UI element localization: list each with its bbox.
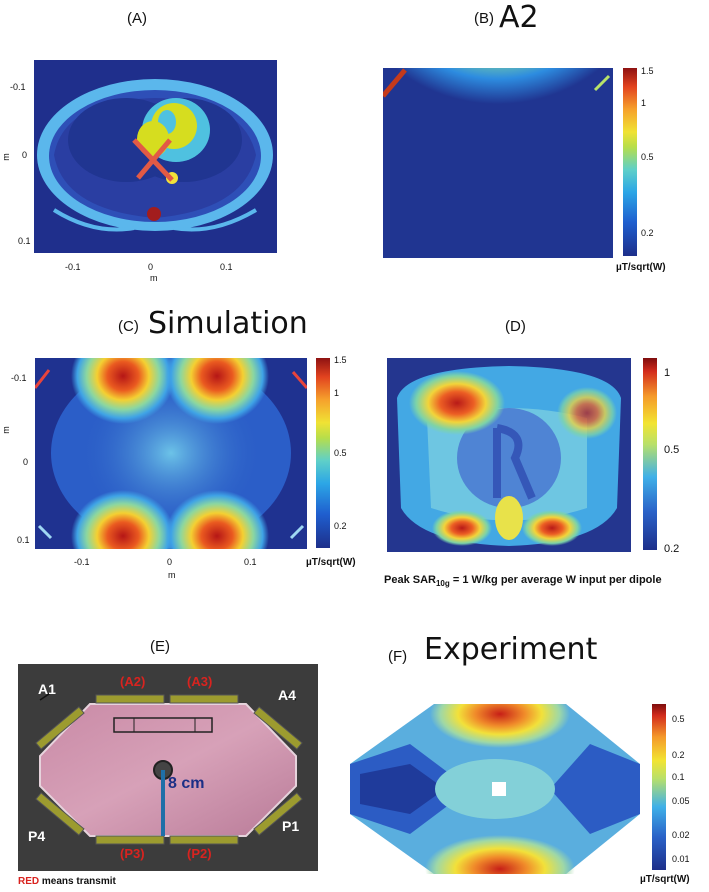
distance-label: 8 cm xyxy=(168,775,205,792)
panel-c-xtick-2: 0 xyxy=(167,557,173,567)
panel-b-unit: µT/sqrt(W) xyxy=(616,262,666,273)
panel-c-colorbar xyxy=(316,358,330,548)
panel-c-ytick-3: 0.1 xyxy=(17,535,30,545)
panel-d-cbar-tick-3: 0.2 xyxy=(664,543,680,555)
panel-c-cbar-tick-1: 1.5 xyxy=(334,355,347,365)
panel-c-xtick-3: 0.1 xyxy=(244,557,257,567)
panel-b-cbar-tick-1: 1.5 xyxy=(641,66,654,76)
panel-f-cbar-tick-5: 0.02 xyxy=(672,830,690,840)
panel-c-title: Simulation xyxy=(148,306,308,341)
panel-a-ylabel: m xyxy=(0,153,11,161)
panel-d-caption: Peak SAR10g = 1 W/kg per average W input… xyxy=(384,574,662,588)
port-p1: P1 xyxy=(282,818,300,834)
port-p2: (P2) xyxy=(187,846,212,861)
panel-b-cbar-tick-2: 1 xyxy=(641,98,647,108)
panel-c-image xyxy=(33,328,309,582)
panel-f-cbar-tick-4: 0.05 xyxy=(672,796,690,806)
panel-c-cbar-tick-4: 0.2 xyxy=(334,521,347,531)
panel-f-cbar-tick-2: 0.2 xyxy=(672,750,685,760)
transmit-legend: RED means transmit xyxy=(18,876,116,887)
panel-c-ylabel: m xyxy=(0,426,11,434)
panel-a-ytick-3: 0.1 xyxy=(18,236,31,246)
panel-f-cbar-tick-1: 0.5 xyxy=(672,714,685,724)
panel-e-image xyxy=(18,664,318,871)
panel-d-colorbar xyxy=(643,358,657,550)
port-a1: A1 xyxy=(38,681,56,697)
port-a4: A4 xyxy=(278,687,296,703)
panel-c-xtick-1: -0.1 xyxy=(74,557,90,567)
panel-c-unit: µT/sqrt(W) xyxy=(306,557,356,568)
panel-f-cbar-tick-6: 0.01 xyxy=(672,854,690,864)
panel-d-cbar-tick-2: 0.5 xyxy=(664,444,680,456)
panel-b-colorbar xyxy=(623,68,637,256)
transmit-legend-red: RED xyxy=(18,876,40,887)
panel-c-ytick-1: -0.1 xyxy=(11,373,27,383)
panel-f-title: Experiment xyxy=(424,632,598,667)
panel-d-label: (D) xyxy=(505,318,526,335)
panel-d-image xyxy=(387,358,631,552)
panel-c-cbar-tick-3: 0.5 xyxy=(334,448,347,458)
panel-a-xtick-1: -0.1 xyxy=(65,262,81,272)
panel-a-label: (A) xyxy=(127,10,147,27)
panel-b-cbar-tick-4: 0.2 xyxy=(641,228,654,238)
panel-a-ytick-1: -0.1 xyxy=(10,82,26,92)
panel-a-ytick-2: 0 xyxy=(22,150,28,160)
panel-f-unit: µT/sqrt(W) xyxy=(640,874,690,885)
panel-f-colorbar xyxy=(652,704,666,870)
panel-f-label: (F) xyxy=(388,648,408,665)
panel-e-label: (E) xyxy=(150,638,170,655)
panel-f-cbar-tick-3: 0.1 xyxy=(672,772,685,782)
panel-c-cbar-tick-2: 1 xyxy=(334,388,340,398)
panel-b-cbar-tick-3: 0.5 xyxy=(641,152,654,162)
panel-d-caption-sub: 10g xyxy=(435,579,450,589)
panel-b-image xyxy=(381,0,613,258)
panel-c-xlabel: m xyxy=(168,570,176,580)
panel-a-xtick-2: 0 xyxy=(148,262,154,272)
port-p3: (P3) xyxy=(120,846,145,861)
panel-d-caption-pre: Peak SAR xyxy=(384,574,436,586)
panel-c-label: (C) xyxy=(118,318,139,335)
panel-d-caption-post: = 1 W/kg per average W input per dipole xyxy=(449,574,662,586)
panel-a-image xyxy=(34,60,277,253)
port-a2: (A2) xyxy=(120,674,146,689)
panel-b-label: (B) xyxy=(474,10,494,27)
transmit-legend-rest: means transmit xyxy=(39,876,116,887)
panel-c-ytick-2: 0 xyxy=(23,457,29,467)
port-a3: (A3) xyxy=(187,674,213,689)
panel-a-xlabel: m xyxy=(150,273,158,283)
port-p4: P4 xyxy=(28,828,46,844)
panel-d-cbar-tick-1: 1 xyxy=(664,367,671,379)
panel-a-xtick-3: 0.1 xyxy=(220,262,233,272)
panel-f-image xyxy=(350,680,640,892)
panel-b-title: A2 xyxy=(499,0,539,35)
